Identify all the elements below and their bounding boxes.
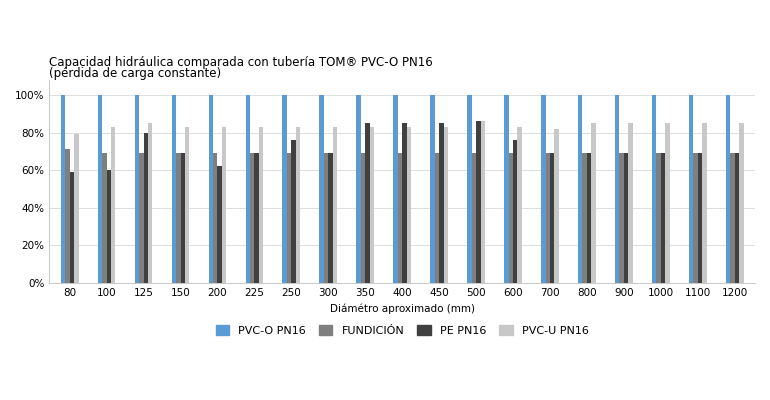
Bar [172, 95, 176, 283]
Bar [291, 140, 296, 283]
Bar [65, 150, 69, 283]
Bar [250, 153, 254, 283]
Bar [185, 127, 189, 283]
Bar [628, 123, 633, 283]
Bar [254, 153, 259, 283]
Bar [222, 127, 226, 283]
Bar [333, 127, 337, 283]
Bar [545, 153, 550, 283]
Bar [393, 95, 398, 283]
Bar [407, 127, 411, 283]
Bar [148, 123, 152, 283]
Bar [143, 132, 148, 283]
Bar [476, 121, 480, 283]
Bar [582, 153, 587, 283]
Bar [554, 129, 559, 283]
Bar [365, 123, 370, 283]
Bar [587, 153, 591, 283]
Bar [591, 123, 596, 283]
Bar [472, 153, 476, 283]
Bar [541, 95, 545, 283]
Bar [656, 153, 661, 283]
Bar [180, 153, 185, 283]
Bar [735, 153, 739, 283]
Bar [517, 127, 522, 283]
Bar [624, 153, 628, 283]
X-axis label: Diámétro aproximado (mm): Diámétro aproximado (mm) [330, 303, 474, 314]
Bar [139, 153, 143, 283]
Bar [176, 153, 180, 283]
Bar [296, 127, 300, 283]
Bar [508, 153, 513, 283]
Bar [693, 153, 698, 283]
Bar [102, 153, 106, 283]
Bar [739, 123, 744, 283]
Bar [444, 127, 448, 283]
Bar [135, 95, 139, 283]
Bar [74, 134, 79, 283]
Bar [217, 166, 222, 283]
Bar [550, 153, 554, 283]
Bar [98, 95, 102, 283]
Bar [467, 95, 472, 283]
Bar [357, 95, 361, 283]
Text: (pérdida de carga constante): (pérdida de carga constante) [49, 67, 222, 80]
Bar [430, 95, 435, 283]
Bar [111, 127, 116, 283]
Bar [259, 127, 263, 283]
Bar [439, 123, 444, 283]
Bar [665, 123, 670, 283]
Bar [480, 121, 485, 283]
Bar [283, 95, 287, 283]
Bar [398, 153, 402, 283]
Bar [402, 123, 407, 283]
Bar [615, 95, 619, 283]
Bar [578, 95, 582, 283]
Bar [320, 95, 324, 283]
Bar [661, 153, 665, 283]
Bar [61, 95, 65, 283]
Bar [726, 95, 730, 283]
Bar [504, 95, 508, 283]
Bar [328, 153, 333, 283]
Bar [702, 123, 707, 283]
Text: Capacidad hidráulica comparada con tubería TOM® PVC-O PN16: Capacidad hidráulica comparada con tuber… [49, 56, 433, 69]
Bar [361, 153, 365, 283]
Bar [698, 153, 702, 283]
Legend: PVC-O PN16, FUNDICIÓN, PE PN16, PVC-U PN16: PVC-O PN16, FUNDICIÓN, PE PN16, PVC-U PN… [212, 321, 593, 340]
Bar [246, 95, 250, 283]
Bar [370, 127, 374, 283]
Bar [287, 153, 291, 283]
Bar [730, 153, 735, 283]
Bar [106, 170, 111, 283]
Bar [213, 153, 217, 283]
Bar [619, 153, 624, 283]
Bar [324, 153, 328, 283]
Bar [652, 95, 656, 283]
Bar [513, 140, 517, 283]
Bar [689, 95, 693, 283]
Bar [209, 95, 213, 283]
Bar [435, 153, 439, 283]
Bar [69, 172, 74, 283]
